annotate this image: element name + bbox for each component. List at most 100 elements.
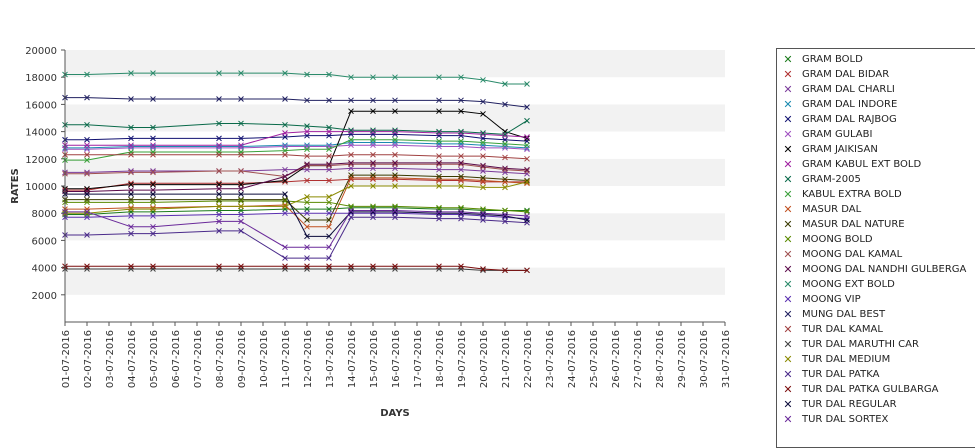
data-point-marker bbox=[348, 97, 354, 104]
data-point-marker bbox=[480, 217, 486, 223]
legend-marker-icon: ✕ bbox=[783, 53, 793, 66]
data-point-marker bbox=[480, 111, 486, 117]
data-point-marker bbox=[150, 96, 156, 102]
data-point-marker bbox=[238, 207, 244, 214]
data-point-marker bbox=[502, 184, 508, 191]
data-point-marker bbox=[84, 210, 90, 217]
data-point-marker bbox=[238, 228, 244, 234]
data-point-marker bbox=[128, 70, 134, 76]
legend-marker-icon: ✕ bbox=[783, 203, 793, 216]
data-point-marker bbox=[216, 96, 222, 102]
legend-marker-icon: ✕ bbox=[783, 338, 793, 351]
legend-marker-icon: ✕ bbox=[783, 173, 793, 186]
data-point-marker bbox=[436, 208, 442, 215]
data-point-marker bbox=[304, 166, 310, 173]
data-point-marker bbox=[326, 194, 332, 200]
data-point-marker bbox=[348, 208, 354, 215]
data-point-marker bbox=[128, 180, 134, 187]
data-point-marker bbox=[458, 208, 464, 215]
grid-band bbox=[65, 104, 725, 132]
data-point-marker bbox=[128, 263, 134, 270]
x-tick-label: 28-07-2016 bbox=[655, 330, 666, 388]
data-point-marker bbox=[304, 132, 310, 139]
data-point-marker bbox=[216, 142, 222, 149]
data-point-marker bbox=[150, 151, 156, 158]
data-point-marker bbox=[436, 173, 442, 180]
data-point-marker bbox=[282, 147, 288, 154]
legend-marker-icon: ✕ bbox=[783, 128, 793, 141]
data-point-marker bbox=[282, 177, 288, 184]
data-point-marker bbox=[370, 97, 376, 104]
data-point-marker bbox=[238, 185, 244, 192]
data-point-marker bbox=[84, 71, 90, 78]
data-point-marker bbox=[128, 169, 134, 176]
data-point-marker bbox=[436, 128, 442, 135]
y-tick-label: 20000 bbox=[25, 46, 57, 57]
data-point-marker bbox=[128, 204, 134, 211]
data-point-marker bbox=[392, 208, 398, 215]
data-point-marker bbox=[458, 215, 464, 222]
data-point-marker bbox=[458, 210, 464, 217]
data-point-marker bbox=[348, 161, 354, 168]
data-point-marker bbox=[304, 142, 310, 149]
data-point-marker bbox=[458, 128, 464, 135]
data-point-marker bbox=[84, 214, 90, 221]
data-point-marker bbox=[326, 124, 332, 131]
data-point-marker bbox=[370, 160, 376, 166]
x-tick-label: 17-07-2016 bbox=[413, 330, 424, 388]
legend-label: MUNG DAL BEST bbox=[802, 309, 886, 320]
data-point-marker bbox=[84, 170, 90, 177]
data-point-marker bbox=[216, 228, 222, 234]
data-point-marker bbox=[282, 210, 288, 217]
y-tick-label: 16000 bbox=[25, 100, 57, 111]
x-tick-label: 06-07-2016 bbox=[171, 330, 182, 388]
data-point-marker bbox=[304, 97, 310, 104]
data-point-marker bbox=[304, 123, 310, 130]
data-point-marker bbox=[304, 263, 310, 270]
data-point-marker bbox=[326, 132, 332, 139]
x-tick-label: 27-07-2016 bbox=[633, 330, 644, 388]
data-point-marker bbox=[348, 160, 354, 166]
data-point-marker bbox=[502, 136, 508, 143]
data-point-marker bbox=[238, 135, 244, 142]
y-tick-label: 6000 bbox=[32, 236, 57, 247]
data-point-marker bbox=[392, 136, 398, 143]
legend-label: TUR DAL PATKA bbox=[802, 369, 880, 380]
data-point-marker bbox=[480, 179, 486, 185]
data-point-marker bbox=[128, 230, 134, 237]
data-point-marker bbox=[524, 104, 530, 110]
data-point-marker bbox=[392, 207, 398, 214]
legend-label: TUR DAL MARUTHI CAR bbox=[802, 339, 919, 350]
data-point-marker bbox=[370, 207, 376, 214]
legend-marker-icon: ✕ bbox=[783, 308, 793, 321]
legend-label: GRAM DAL CHARLI bbox=[802, 84, 895, 95]
data-point-marker bbox=[480, 162, 486, 169]
legend-label: MASUR DAL NATURE bbox=[802, 219, 905, 230]
data-point-marker bbox=[282, 179, 288, 185]
data-point-marker bbox=[458, 108, 464, 115]
data-point-marker bbox=[216, 185, 222, 192]
data-point-marker bbox=[128, 187, 134, 193]
legend-marker-icon: ✕ bbox=[783, 368, 793, 381]
y-tick-label: 10000 bbox=[25, 182, 57, 193]
data-point-marker bbox=[326, 146, 332, 153]
data-point-marker bbox=[436, 215, 442, 222]
data-point-marker bbox=[84, 121, 90, 128]
grid-band bbox=[65, 294, 725, 322]
data-point-marker bbox=[480, 135, 486, 142]
data-point-marker bbox=[524, 134, 530, 140]
legend-marker-icon: ✕ bbox=[783, 353, 793, 366]
x-tick-label: 13-07-2016 bbox=[325, 330, 336, 388]
data-point-marker bbox=[502, 267, 508, 274]
data-point-marker bbox=[348, 127, 354, 134]
data-point-marker bbox=[392, 161, 398, 168]
legend-label: TUR DAL SORTEX bbox=[802, 414, 889, 425]
legend-marker-icon: ✕ bbox=[783, 233, 793, 246]
x-axis-ticks: 01-07-2016 02-07-2016 03-07-2016 04-07-2016… bbox=[61, 322, 732, 388]
data-point-marker bbox=[216, 211, 222, 218]
data-point-marker bbox=[84, 136, 90, 143]
legend-marker-icon: ✕ bbox=[783, 113, 793, 126]
data-point-marker bbox=[436, 177, 442, 184]
data-point-marker bbox=[524, 168, 530, 174]
data-point-marker bbox=[480, 130, 486, 136]
